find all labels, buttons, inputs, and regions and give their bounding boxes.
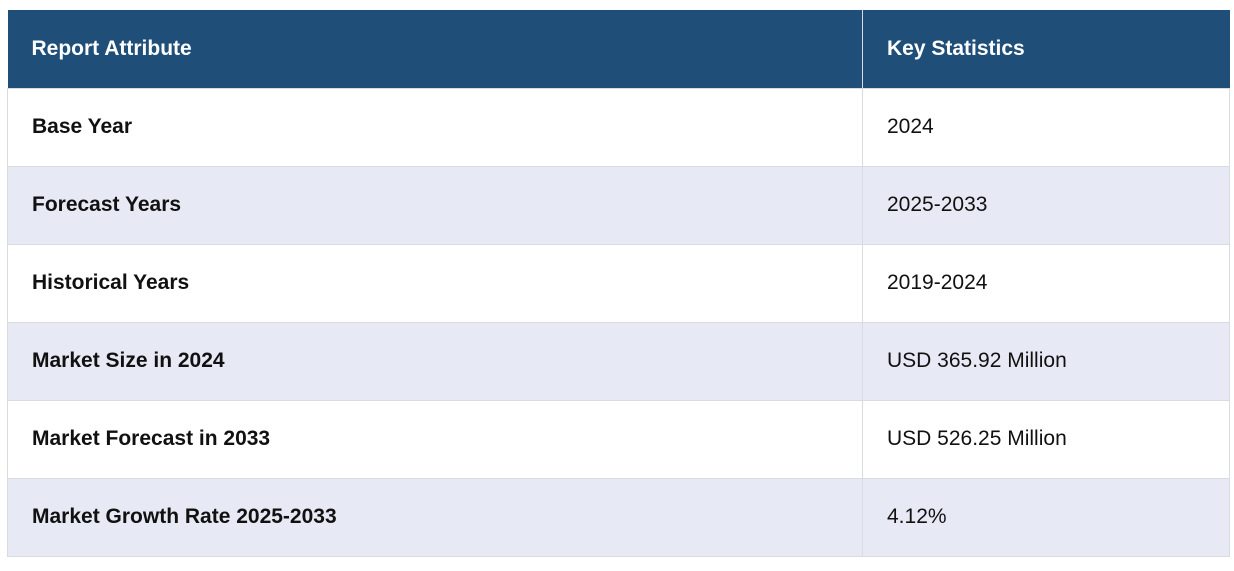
- row-value: 2024: [862, 87, 1230, 167]
- row-value: USD 526.25 Million: [862, 399, 1230, 479]
- row-attribute: Historical Years: [7, 243, 863, 323]
- table-row: Forecast Years 2025-2033: [7, 165, 1230, 245]
- table-row: Historical Years 2019-2024: [7, 243, 1230, 323]
- table-row: Market Size in 2024 USD 365.92 Million: [7, 321, 1230, 401]
- report-statistics-table-container: Report Attribute Key Statistics Base Yea…: [7, 10, 1230, 557]
- table-row: Market Forecast in 2033 USD 526.25 Milli…: [7, 399, 1230, 479]
- row-value: 2025-2033: [862, 165, 1230, 245]
- table-body: Base Year 2024 Forecast Years 2025-2033 …: [7, 87, 1230, 557]
- row-value: USD 365.92 Million: [862, 321, 1230, 401]
- row-value: 2019-2024: [862, 243, 1230, 323]
- header-key-statistics: Key Statistics: [862, 10, 1230, 88]
- table-row: Market Growth Rate 2025-2033 4.12%: [7, 477, 1230, 557]
- report-statistics-table: Report Attribute Key Statistics Base Yea…: [7, 10, 1230, 557]
- row-attribute: Forecast Years: [7, 165, 863, 245]
- table-header: Report Attribute Key Statistics: [7, 10, 1230, 88]
- table-row: Base Year 2024: [7, 87, 1230, 167]
- row-value: 4.12%: [862, 477, 1230, 557]
- header-report-attribute: Report Attribute: [7, 10, 863, 88]
- row-attribute: Base Year: [7, 87, 863, 167]
- row-attribute: Market Size in 2024: [7, 321, 863, 401]
- row-attribute: Market Growth Rate 2025-2033: [7, 477, 863, 557]
- row-attribute: Market Forecast in 2033: [7, 399, 863, 479]
- header-row: Report Attribute Key Statistics: [7, 10, 1230, 88]
